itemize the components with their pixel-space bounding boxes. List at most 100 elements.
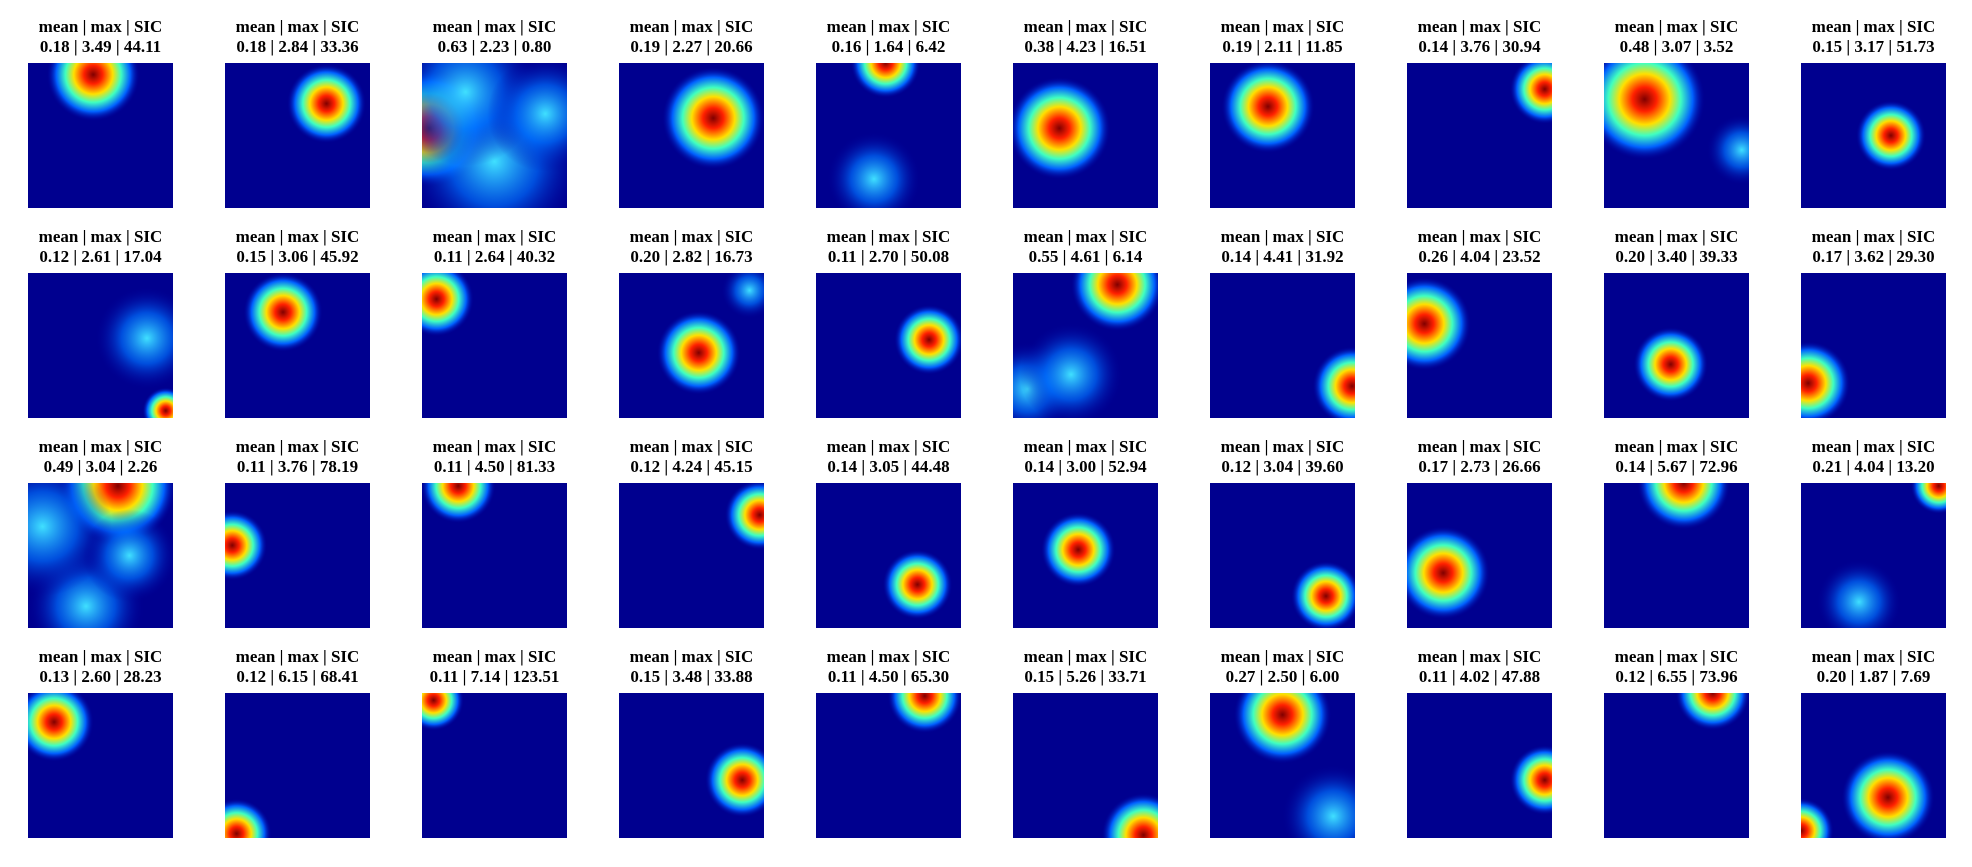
panel-stats: 0.27 | 2.50 | 6.00 <box>1226 667 1340 686</box>
panel-title: mean | max | SIC <box>236 437 360 456</box>
panel-title: mean | max | SIC <box>1812 437 1936 456</box>
firing-field <box>882 549 953 620</box>
firing-field <box>1013 77 1111 180</box>
firing-field <box>1291 561 1355 628</box>
heatmap <box>816 273 961 418</box>
panel-title: mean | max | SIC <box>1024 227 1148 246</box>
panel-stats: 0.18 | 3.49 | 44.11 <box>40 37 161 56</box>
heatmap <box>422 273 567 418</box>
heatmap <box>1407 483 1552 628</box>
weak-field <box>1282 765 1355 838</box>
panel-stats: 0.16 | 1.64 | 6.42 <box>832 37 946 56</box>
firing-field <box>1633 327 1708 402</box>
weak-field <box>487 63 567 172</box>
heatmap <box>1013 273 1158 418</box>
panel-title: mean | max | SIC <box>1221 437 1345 456</box>
firing-field <box>1841 751 1935 838</box>
firing-field <box>724 483 764 550</box>
panel-stats: 0.14 | 3.76 | 30.94 <box>1418 37 1541 56</box>
panel-title: mean | max | SIC <box>630 647 754 666</box>
panel-stats: 0.11 | 7.14 | 123.51 <box>430 667 560 686</box>
panel-title: mean | max | SIC <box>1812 647 1936 666</box>
panel-stats: 0.18 | 2.84 | 33.36 <box>236 37 358 56</box>
firing-field <box>1407 526 1490 620</box>
panel-stats: 0.11 | 2.70 | 50.08 <box>828 247 949 266</box>
panel-title: mean | max | SIC <box>1418 17 1542 36</box>
panel-title: mean | max | SIC <box>39 437 163 456</box>
panel-stats: 0.15 | 3.48 | 33.88 <box>630 667 752 686</box>
panel-stats: 0.14 | 3.05 | 44.48 <box>827 457 949 476</box>
firing-field <box>1041 512 1116 587</box>
firing-field <box>422 693 464 731</box>
panel-title: mean | max | SIC <box>1024 437 1148 456</box>
firing-field <box>1637 483 1731 530</box>
panel-stats: 0.19 | 2.11 | 11.85 <box>1222 37 1342 56</box>
panel-stats: 0.11 | 4.50 | 65.30 <box>828 667 949 686</box>
heatmap <box>1407 693 1552 838</box>
panel-title: mean | max | SIC <box>236 647 360 666</box>
panel-stats: 0.12 | 6.55 | 73.96 <box>1615 667 1737 686</box>
panel-title: mean | max | SIC <box>1024 647 1148 666</box>
heatmap <box>1013 483 1158 628</box>
firing-field <box>422 273 474 337</box>
panel-stats: 0.15 | 3.17 | 51.73 <box>1812 37 1934 56</box>
panel-stats: 0.15 | 5.26 | 33.71 <box>1024 667 1146 686</box>
panel-title: mean | max | SIC <box>1615 437 1739 456</box>
panel-title: mean | max | SIC <box>827 227 951 246</box>
panel-stats: 0.17 | 2.73 | 26.66 <box>1418 457 1540 476</box>
panel-title: mean | max | SIC <box>630 227 754 246</box>
heatmap <box>225 273 370 418</box>
heatmap <box>422 693 567 838</box>
firing-field <box>1312 346 1355 418</box>
panel-title: mean | max | SIC <box>433 437 557 456</box>
firing-field <box>1604 63 1705 160</box>
panel-title: mean | max | SIC <box>1812 17 1936 36</box>
panel-title: mean | max | SIC <box>39 647 163 666</box>
heatmap <box>1801 273 1946 418</box>
panel-title: mean | max | SIC <box>630 17 754 36</box>
panel-title: mean | max | SIC <box>1615 17 1739 36</box>
panel-stats: 0.19 | 2.27 | 20.66 <box>630 37 752 56</box>
firing-field <box>662 67 764 170</box>
panel-title: mean | max | SIC <box>236 17 360 36</box>
panel-stats: 0.11 | 4.50 | 81.33 <box>434 457 555 476</box>
heatmap <box>816 483 961 628</box>
heatmap <box>422 483 567 628</box>
heatmap <box>28 63 173 208</box>
panel-stats: 0.20 | 3.40 | 39.33 <box>1615 247 1737 266</box>
heatmap <box>619 63 764 208</box>
heatmap <box>1210 693 1355 838</box>
firing-field <box>1910 483 1946 514</box>
firing-field <box>1509 63 1552 124</box>
panel-stats: 0.13 | 2.60 | 28.23 <box>39 667 161 686</box>
panel-stats: 0.11 | 4.02 | 47.88 <box>1419 667 1540 686</box>
heatmap <box>1013 63 1158 208</box>
firing-field <box>1407 277 1471 371</box>
panel-title: mean | max | SIC <box>433 17 557 36</box>
firing-field <box>1801 341 1850 418</box>
firing-field <box>46 63 140 121</box>
heatmap <box>1604 483 1749 628</box>
weak-field <box>827 132 921 208</box>
heatmap <box>1801 693 1946 838</box>
panel-stats: 0.11 | 2.64 | 40.32 <box>434 247 555 266</box>
firing-field <box>1101 793 1158 838</box>
firing-field <box>243 273 323 352</box>
panel-stats: 0.63 | 2.23 | 0.80 <box>438 37 552 56</box>
panel-title: mean | max | SIC <box>1418 647 1542 666</box>
panel-title: mean | max | SIC <box>1221 227 1345 246</box>
panel-title: mean | max | SIC <box>827 437 951 456</box>
heatmap <box>1407 273 1552 418</box>
firing-field <box>1071 273 1158 331</box>
panel-stats: 0.20 | 2.82 | 16.73 <box>630 247 752 266</box>
firing-field <box>1856 100 1926 171</box>
firing-field <box>1221 63 1315 153</box>
panel-title: mean | max | SIC <box>1418 227 1542 246</box>
panel-title: mean | max | SIC <box>630 437 754 456</box>
panel-title: mean | max | SIC <box>433 647 557 666</box>
panel-stats: 0.15 | 3.06 | 45.92 <box>236 247 358 266</box>
weak-field <box>1019 323 1123 418</box>
firing-field <box>705 742 764 818</box>
heatmap <box>1210 273 1355 418</box>
